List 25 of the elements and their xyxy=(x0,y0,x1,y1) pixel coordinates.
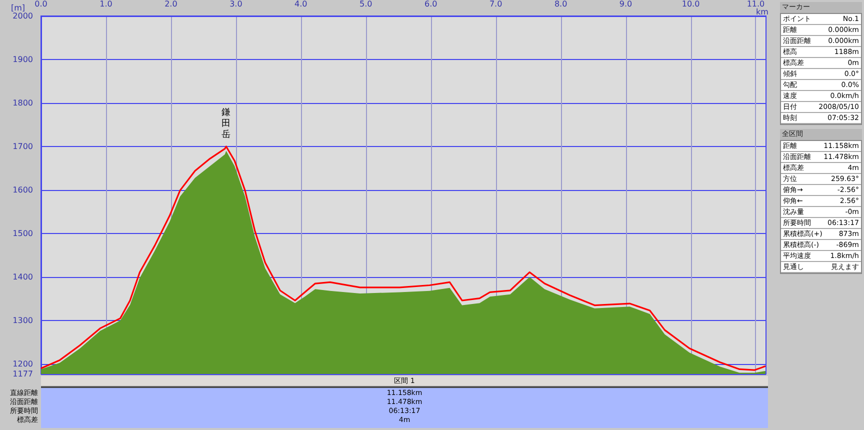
y-tick-label: 1800 xyxy=(12,98,33,108)
x-tick-label: 6.0 xyxy=(424,0,438,8)
x-tick-label: 11.0 xyxy=(746,0,765,8)
x-tick-label: 7.0 xyxy=(489,0,502,8)
y-tick-label: 1700 xyxy=(12,142,33,151)
x-tick-label: 10.0 xyxy=(682,0,700,8)
y-tick-label: 1600 xyxy=(12,186,33,194)
y-tick-label: 1400 xyxy=(12,272,33,282)
x-tick-label: 1.0 xyxy=(100,0,112,8)
x-axis-title: km xyxy=(756,8,769,16)
y-tick-label: 1177 xyxy=(12,370,33,378)
y-tick-label: 1900 xyxy=(12,55,33,64)
x-tick-label: 0.0 xyxy=(34,0,48,8)
y-tick-label: 1200 xyxy=(12,359,33,368)
x-tick-label: 3.0 xyxy=(230,0,242,8)
y-tick-label: 1300 xyxy=(12,316,33,325)
x-tick-label: 4.0 xyxy=(294,0,308,8)
y-tick-label: 1500 xyxy=(12,228,33,238)
x-tick-label: 5.0 xyxy=(360,0,372,8)
y-axis-title: [m] xyxy=(10,4,25,13)
y-tick-label: 2000 xyxy=(12,12,33,20)
x-tick-label: 9.0 xyxy=(619,0,632,8)
x-tick-label: 8.0 xyxy=(554,0,568,8)
x-tick-label: 2.0 xyxy=(164,0,178,8)
annotation: 鎌田岳 xyxy=(221,108,232,142)
